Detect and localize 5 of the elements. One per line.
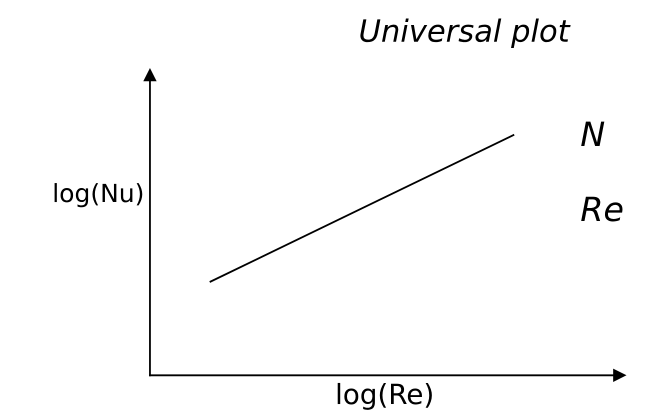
chart-title: Universal plot bbox=[360, 18, 571, 48]
y-axis-title: log(Nu) bbox=[54, 183, 142, 208]
annotation: Re bbox=[581, 196, 622, 222]
x-axis-title: log(Re) bbox=[338, 382, 432, 410]
annotation: N bbox=[581, 122, 604, 146]
